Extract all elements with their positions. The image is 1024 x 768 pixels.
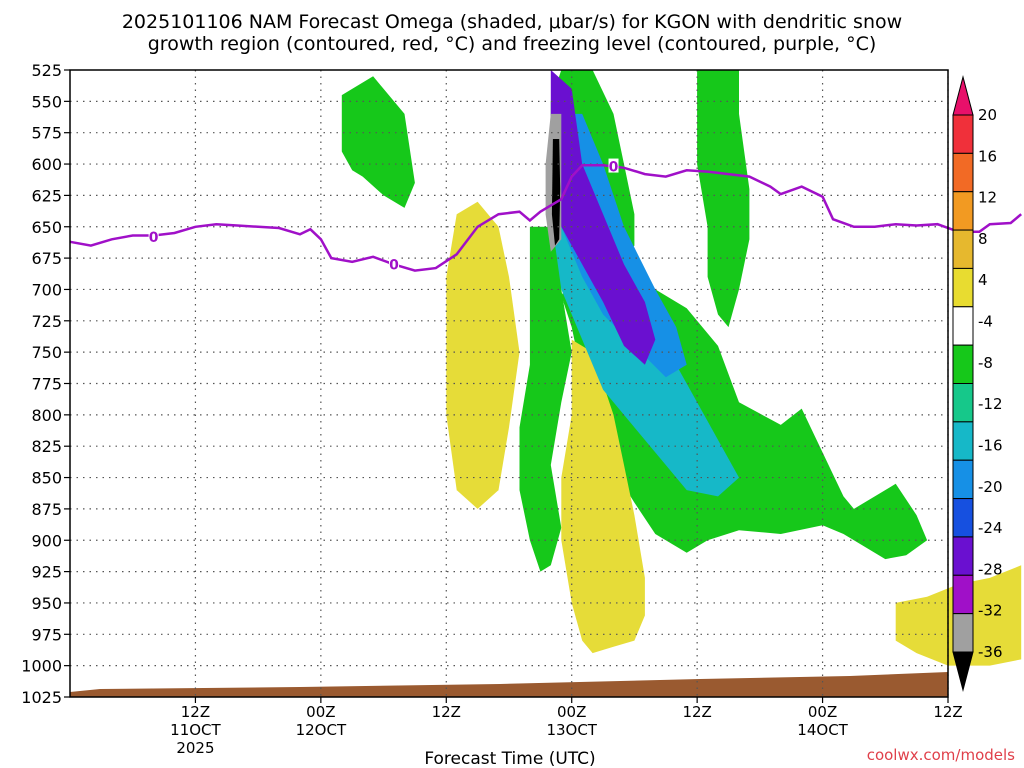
y-tick-label: 625 [31,186,62,205]
freezing-level-layer: 0 0 0 [69,158,1023,273]
colorbar-label: -32 [978,602,1003,620]
y-tick-label: 575 [31,124,62,143]
y-tick-label: 1000 [21,657,62,676]
credit-text: coolwx.com/models [867,746,1015,764]
omega-region-purple-1 [550,70,656,365]
chart-title-line-1: 2025101106 NAM Forecast Omega (shaded, μ… [122,11,902,33]
freezing-label-bg [608,158,619,173]
y-tick-label: 550 [31,92,62,111]
colorbar-swatch [952,114,974,154]
colorbar-label: 8 [978,230,988,248]
colorbar-swatch [952,383,974,423]
x-axis-label: Forecast Time (UTC) [424,749,595,768]
chart-title-line-2: growth region (contoured, red, °C) and f… [148,33,877,55]
terrain-surface [70,672,948,697]
x-tick-label: 12Z [181,703,210,721]
y-axis-ticks: 525 550 575 600 625 650 675 700 725 750 775 800 825 8… [21,61,70,707]
colorbar-label: -12 [978,395,1003,413]
y-tick-label: 600 [31,155,62,174]
x-tick-label: 2025 [176,739,214,757]
x-tick-label: 14OCT [797,721,848,739]
colorbar-swatch [952,152,974,193]
colorbar-swatch [952,267,974,308]
x-tick-label: 00Z [808,703,837,721]
colorbar-swatch [952,344,974,384]
y-tick-label: 725 [31,312,62,331]
x-tick-label: 11OCT [170,721,221,739]
y-tick-label: 1025 [21,688,62,707]
y-tick-label: 700 [31,280,62,299]
colorbar-label: 16 [978,147,997,165]
y-tick-label: 925 [31,563,62,582]
omega-region-yellow-1 [446,201,520,509]
colorbar-label: -8 [978,354,993,372]
y-tick-label: 750 [31,343,62,362]
colorbar-top-arrow [952,75,974,116]
y-tick-label: 850 [31,469,62,488]
y-tick-label: 950 [31,594,62,613]
x-tick-label: 12OCT [296,721,347,739]
colorbar-label: 4 [978,271,988,289]
freezing-label-bg [148,228,159,243]
colorbar-label: 12 [978,189,997,207]
y-tick-label: 975 [31,625,62,644]
x-tick-label: 00Z [306,703,335,721]
colorbar-label: -28 [978,560,1003,578]
x-tick-label: 12Z [682,703,711,721]
colorbar-label: -20 [978,478,1003,496]
colorbar-swatch [952,498,974,538]
y-tick-label: 875 [31,500,62,519]
colorbar-swatch [952,613,974,653]
freezing-label-bg [389,256,400,271]
omega-region-green-6 [697,70,750,328]
y-tick-label: 800 [31,406,62,425]
colorbar-swatch [952,459,974,500]
colorbar-bottom-arrow [952,651,974,692]
y-tick-label: 900 [31,531,62,550]
colorbar: 20 16 12 8 4 -4 -8 -12 -16 -20 -24 -28 -32 -36 [952,75,1003,692]
colorbar-swatch [952,306,974,346]
freezing-level-label: 0 [389,257,399,273]
colorbar-label: -4 [978,313,993,331]
y-tick-label: 675 [31,249,62,268]
colorbar-label: 20 [978,106,997,124]
freezing-level-line [69,164,1023,272]
x-tick-label: 13OCT [546,721,597,739]
x-tick-label: 12Z [432,703,461,721]
x-tick-label: 12Z [933,703,962,721]
omega-region-green-5 [519,226,572,572]
colorbar-label: -24 [978,519,1003,537]
freezing-level-label: 0 [609,160,619,176]
omega-region-green-2 [341,76,415,208]
colorbar-swatch [952,536,974,576]
plot-area [70,70,1022,697]
freezing-level-label: 0 [149,230,159,246]
colorbar-label: -16 [978,436,1003,454]
omega-region-yellow-2 [561,339,645,654]
x-tick-label: 00Z [557,703,586,721]
y-tick-label: 525 [31,61,62,80]
y-tick-label: 825 [31,437,62,456]
y-tick-label: 775 [31,375,62,394]
colorbar-swatch [952,229,974,269]
colorbar-swatch [952,574,974,615]
colorbar-label: -36 [978,643,1003,661]
omega-region-black-1 [551,139,561,246]
colorbar-swatch [952,191,974,231]
y-tick-label: 650 [31,218,62,237]
colorbar-swatch [952,421,974,461]
